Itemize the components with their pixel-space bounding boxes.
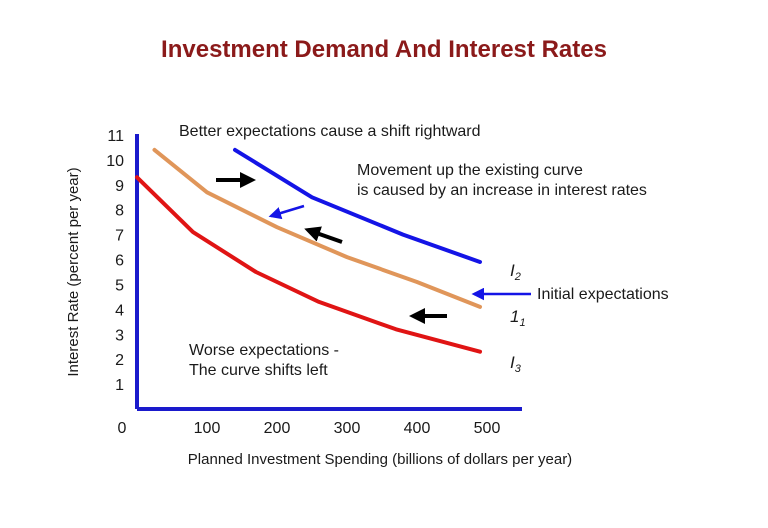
x-tick-label: 100: [194, 420, 221, 437]
y-tick-label: 8: [115, 203, 124, 220]
series-label-i1: 11: [510, 307, 526, 329]
x-tick-label: 500: [474, 420, 501, 437]
movement-note-line1: Movement up the existing curve: [357, 162, 583, 179]
y-tick-label: 7: [115, 228, 124, 245]
x-tick-label: 0: [118, 420, 127, 437]
worse-expectations-note-line2: The curve shifts left: [189, 362, 328, 379]
movement-up-arrow: [304, 226, 343, 244]
movement-note-line2: is caused by an increase in interest rat…: [357, 182, 647, 199]
y-tick-label: 4: [115, 302, 124, 319]
x-axis-label: Planned Investment Spending (billions of…: [188, 451, 572, 468]
y-tick-label: 11: [107, 128, 124, 145]
series-label-i2: I2: [510, 261, 521, 283]
y-tick-label: 1: [115, 377, 124, 394]
initial-expectations-note: Initial expectations: [537, 286, 669, 303]
movement-arrow: [268, 204, 305, 220]
worse-expectations-note-line1: Worse expectations -: [189, 342, 339, 359]
series-label-i3: I3: [510, 353, 522, 375]
x-tick-label: 300: [334, 420, 361, 437]
y-tick-label: 10: [106, 153, 124, 170]
y-tick-label: 6: [115, 253, 124, 270]
series-line-i2: [233, 147, 482, 264]
x-tick-label: 200: [264, 420, 291, 437]
series-line-i1: [152, 147, 482, 309]
x-tick-label: 400: [404, 420, 431, 437]
y-axis-label: Interest Rate (percent per year): [65, 167, 82, 376]
better-expectations-note: Better expectations cause a shift rightw…: [179, 123, 481, 140]
series-line-i3: [135, 175, 482, 354]
y-tick-label: 3: [115, 327, 124, 344]
chart-title: Investment Demand And Interest Rates: [161, 36, 607, 63]
y-tick-label: 5: [115, 277, 124, 294]
y-tick-label: 2: [115, 352, 124, 369]
y-tick-label: 9: [115, 178, 124, 195]
